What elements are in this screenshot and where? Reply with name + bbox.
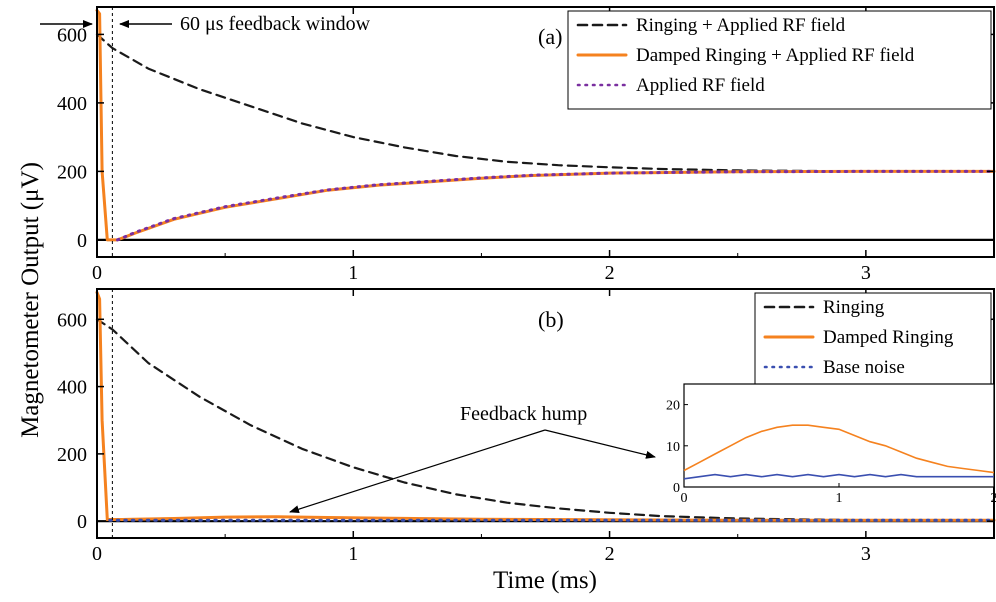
- x-tick-label: 2: [605, 543, 615, 565]
- legend-label: Damped Ringing + Applied RF field: [636, 45, 915, 66]
- y-tick-label: 200: [57, 161, 87, 183]
- x-tick-label: 0: [92, 543, 102, 565]
- hump-arrow-main: [290, 430, 545, 512]
- panel-a-label: (a): [538, 24, 562, 49]
- x-tick-label: 0: [92, 262, 102, 284]
- x-tick-label: 1: [348, 262, 358, 284]
- feedback-hump-label: Feedback hump: [460, 403, 587, 425]
- panel-a-window-annotation: 60 μs feedback window: [40, 13, 371, 35]
- inset-x-tick-label: 1: [836, 491, 843, 506]
- panel-b-label: (b): [538, 307, 564, 332]
- x-tick-label: 3: [861, 543, 871, 565]
- series-line-applied-rf-field: [118, 171, 995, 240]
- x-tick-label: 1: [348, 543, 358, 565]
- panel-b-legend: Ringing Damped Ringing Base noise: [755, 293, 991, 391]
- legend-label: Applied RF field: [636, 75, 765, 96]
- inset-x-tick-label: 2: [991, 491, 996, 506]
- inset-frame: [684, 384, 994, 487]
- y-tick-label: 600: [57, 309, 87, 331]
- x-axis-label: Time (ms): [493, 567, 597, 594]
- x-tick-label: 2: [605, 262, 615, 284]
- inset-x-tick-label: 0: [681, 491, 688, 506]
- panel-a-legend: Ringing + Applied RF field Damped Ringing…: [568, 11, 991, 109]
- x-tick-label: 3: [861, 262, 871, 284]
- legend-label: Base noise: [823, 357, 905, 378]
- y-tick-label: 600: [57, 24, 87, 46]
- inset-y-tick-label: 10: [666, 440, 680, 455]
- legend-label: Damped Ringing: [823, 327, 954, 348]
- y-axis-label: Magnetometer Output (μV): [17, 162, 44, 438]
- inset-y-tick-label: 0: [673, 481, 680, 496]
- feedback-hump-annotation: Feedback hump: [290, 403, 655, 512]
- y-tick-label: 200: [57, 444, 87, 466]
- y-tick-label: 400: [57, 377, 87, 399]
- inset-y-tick-label: 20: [666, 399, 680, 414]
- y-tick-label: 0: [77, 511, 87, 533]
- y-tick-label: 0: [77, 230, 87, 252]
- legend-label: Ringing + Applied RF field: [636, 15, 846, 36]
- hump-arrow-inset: [545, 430, 655, 457]
- window-label: 60 μs feedback window: [180, 13, 371, 35]
- legend-label: Ringing: [823, 297, 885, 318]
- y-tick-label: 400: [57, 93, 87, 115]
- panel-a: 0 1 2 3 0 200 400 600 60 μs feedback window (a)…: [40, 7, 994, 284]
